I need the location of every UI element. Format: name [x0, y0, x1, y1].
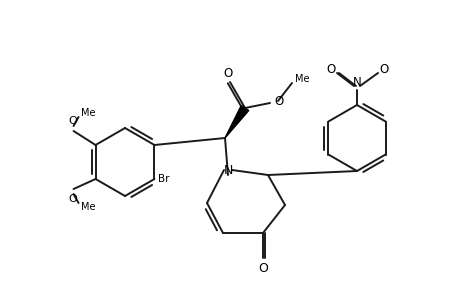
Text: O: O: [68, 116, 77, 126]
Text: Me: Me: [80, 202, 95, 212]
Text: Me: Me: [294, 74, 309, 84]
Text: O: O: [379, 62, 388, 76]
Text: O: O: [223, 67, 232, 80]
Text: Me: Me: [80, 108, 95, 118]
Text: O: O: [274, 94, 283, 107]
Polygon shape: [224, 106, 248, 138]
Text: O: O: [68, 194, 77, 204]
Text: N: N: [352, 76, 361, 88]
Text: N: N: [223, 164, 232, 176]
Text: O: O: [326, 62, 335, 76]
Text: O: O: [257, 262, 267, 275]
Text: Br: Br: [158, 174, 169, 184]
